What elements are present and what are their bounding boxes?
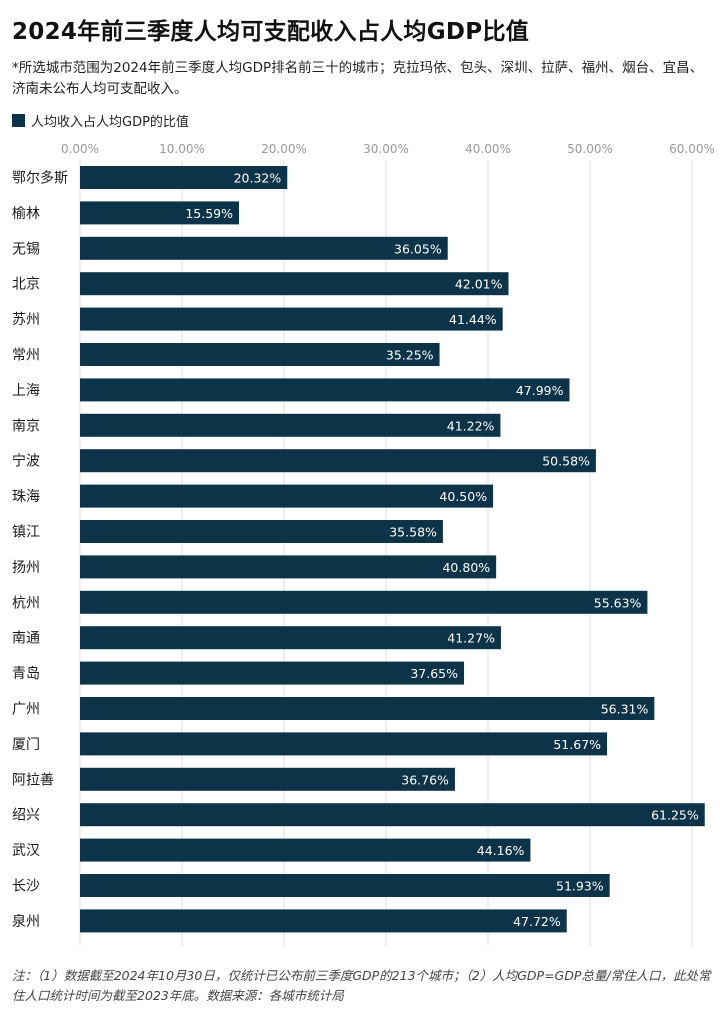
category-label: 北京 bbox=[12, 277, 40, 293]
bar bbox=[80, 201, 240, 225]
category-label: 青岛 bbox=[12, 666, 40, 682]
bar bbox=[80, 555, 497, 579]
legend: 人均收入占人均GDP的比值 bbox=[12, 111, 189, 130]
data-label: 42.01% bbox=[455, 277, 503, 292]
bar bbox=[80, 838, 531, 862]
category-label: 南京 bbox=[12, 418, 40, 434]
bar bbox=[80, 590, 648, 614]
bar bbox=[80, 378, 570, 402]
bar bbox=[80, 874, 610, 897]
category-label: 常州 bbox=[12, 348, 40, 364]
bar bbox=[80, 236, 448, 260]
category-label: 厦门 bbox=[12, 737, 40, 753]
data-label: 41.22% bbox=[447, 418, 495, 433]
data-label: 36.05% bbox=[394, 241, 442, 256]
data-label: 35.58% bbox=[389, 525, 437, 540]
category-label: 武汉 bbox=[12, 843, 40, 859]
x-tick-label: 10.00% bbox=[159, 142, 205, 156]
data-label: 41.27% bbox=[447, 631, 495, 646]
category-label: 长沙 bbox=[12, 879, 40, 895]
category-label: 杭州 bbox=[12, 595, 40, 611]
x-tick-label: 30.00% bbox=[363, 142, 409, 156]
bar bbox=[80, 732, 608, 756]
data-label: 51.93% bbox=[556, 879, 604, 894]
bar bbox=[80, 626, 501, 650]
bar bbox=[80, 272, 509, 296]
data-label: 50.58% bbox=[542, 454, 590, 469]
data-label: 56.31% bbox=[601, 702, 649, 717]
x-tick-label: 40.00% bbox=[465, 142, 511, 156]
data-label: 35.25% bbox=[386, 348, 434, 363]
category-label: 珠海 bbox=[12, 489, 40, 505]
chart-title: 2024年前三季度人均可支配收入占人均GDP比值 bbox=[12, 19, 530, 45]
x-tick-label: 20.00% bbox=[261, 142, 307, 156]
bar-chart: 0.00% 10.00% 20.00% 30.00% 40.00% 50.00% 60.00… bbox=[12, 142, 715, 946]
bar bbox=[80, 449, 596, 473]
category-label: 南通 bbox=[12, 631, 40, 647]
legend-label: 人均收入占人均GDP的比值 bbox=[31, 115, 189, 130]
chart-note: *所选城市范围为2024年前三季度人均GDP排名前三十的城市；克拉玛依、包头、深… bbox=[12, 60, 704, 97]
bar bbox=[80, 343, 440, 366]
data-label: 36.76% bbox=[401, 772, 449, 787]
bar bbox=[80, 661, 465, 685]
data-label: 44.16% bbox=[477, 843, 525, 858]
bar bbox=[80, 307, 503, 331]
category-label: 宁波 bbox=[12, 453, 40, 470]
bar bbox=[80, 413, 501, 437]
x-tick-label: 60.00% bbox=[669, 142, 715, 156]
bar bbox=[80, 520, 443, 543]
category-label: 广州 bbox=[12, 702, 40, 718]
data-label: 40.80% bbox=[442, 560, 490, 575]
bar bbox=[80, 909, 567, 933]
category-label: 苏州 bbox=[12, 312, 40, 328]
x-tick-label: 0.00% bbox=[61, 142, 99, 156]
bar bbox=[80, 803, 705, 827]
data-label: 37.65% bbox=[410, 666, 458, 681]
category-label: 泉州 bbox=[12, 913, 40, 930]
data-label: 55.63% bbox=[594, 595, 642, 610]
data-label: 20.32% bbox=[234, 171, 282, 186]
data-label: 47.99% bbox=[516, 383, 564, 398]
bar bbox=[80, 767, 455, 791]
category-label: 鄂尔多斯 bbox=[12, 170, 68, 187]
bar bbox=[80, 166, 288, 189]
category-label: 扬州 bbox=[12, 560, 40, 576]
bar bbox=[80, 484, 494, 508]
category-label: 绍兴 bbox=[12, 808, 40, 824]
legend-swatch bbox=[12, 114, 25, 127]
category-label: 榆林 bbox=[12, 206, 40, 222]
category-label: 阿拉善 bbox=[12, 772, 54, 788]
footnote: 注：（1）数据截至2024年10月30日，仅统计已公布前三季度GDP的213个城… bbox=[12, 968, 711, 1003]
category-label: 上海 bbox=[12, 383, 40, 399]
category-label: 镇江 bbox=[12, 525, 40, 541]
category-label: 无锡 bbox=[12, 241, 40, 257]
data-label: 40.50% bbox=[439, 489, 487, 504]
x-tick-label: 50.00% bbox=[567, 142, 613, 156]
data-label: 41.44% bbox=[449, 312, 497, 327]
bar bbox=[80, 697, 655, 720]
data-label: 61.25% bbox=[651, 808, 699, 823]
data-label: 15.59% bbox=[185, 206, 233, 221]
data-label: 51.67% bbox=[553, 737, 601, 752]
data-label: 47.72% bbox=[513, 914, 561, 929]
